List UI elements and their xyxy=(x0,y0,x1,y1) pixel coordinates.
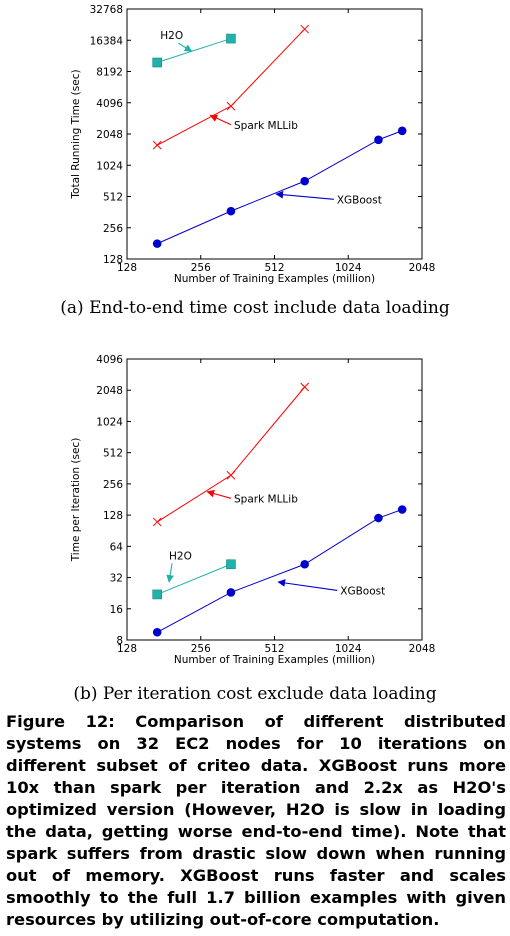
x-marker-stroke xyxy=(152,140,162,150)
x-tick-label: 1024 xyxy=(335,643,362,655)
x-marker-stroke xyxy=(300,382,310,392)
y-tick-label: 512 xyxy=(103,448,123,460)
y-tick-label: 32768 xyxy=(90,4,123,16)
data-point-h2o xyxy=(152,589,162,600)
y-tick-label: 1024 xyxy=(96,416,123,428)
y-tick-label: 2048 xyxy=(96,129,123,141)
data-point-xgboost xyxy=(152,627,162,637)
x-tick-label: 256 xyxy=(191,262,211,274)
x-axis-label: Number of Training Examples (million) xyxy=(174,273,375,285)
y-tick-label: 64 xyxy=(110,541,124,553)
data-point-h2o xyxy=(152,57,162,68)
x-tick-label: 128 xyxy=(117,262,137,274)
data-point-xgboost xyxy=(226,206,236,216)
y-axis-label: Time per Iteration (sec) xyxy=(70,438,82,563)
data-point-xgboost xyxy=(374,135,383,145)
annotation-arrow-h2o xyxy=(166,563,174,583)
y-tick-label: 8192 xyxy=(96,67,123,79)
x-tick-label: 1024 xyxy=(335,262,362,274)
data-point-xgboost xyxy=(152,239,162,248)
y-tick-label: 128 xyxy=(103,254,123,266)
y-tick-label: 4096 xyxy=(96,354,123,366)
data-point-spark-mllib xyxy=(226,101,236,111)
data-point-xgboost xyxy=(397,126,407,136)
y-tick-label: 2048 xyxy=(96,385,123,397)
series-line-h2o xyxy=(157,38,232,63)
x-marker-stroke xyxy=(226,470,236,480)
figure-caption: Figure 12: Comparison of different distr… xyxy=(6,712,506,929)
subcaption-b: (b) Per iteration cost exclude data load… xyxy=(73,684,437,704)
y-tick-label: 128 xyxy=(103,510,123,522)
annotation-label-h2o: H2O xyxy=(160,30,183,42)
y-tick-label: 256 xyxy=(103,223,123,235)
data-point-xgboost xyxy=(374,513,383,523)
y-tick-label: 512 xyxy=(103,192,123,204)
annotation-label-spark-mllib: Spark MLLib xyxy=(234,493,298,505)
y-tick-label: 4096 xyxy=(96,98,123,110)
y-tick-label: 16 xyxy=(110,604,124,616)
y-tick-label: 256 xyxy=(103,479,123,491)
y-tick-label: 16384 xyxy=(90,35,124,47)
annotation-arrow-xgboost xyxy=(277,579,338,591)
x-marker-stroke xyxy=(152,517,162,527)
annotation-label-xgboost: XGBoost xyxy=(340,585,385,597)
x-tick-label: 2048 xyxy=(409,643,436,655)
data-point-spark-mllib xyxy=(300,382,310,392)
subcaption-a: (a) End-to-end time cost include data lo… xyxy=(60,298,450,318)
data-point-spark-mllib xyxy=(152,517,162,527)
data-point-spark-mllib xyxy=(152,140,162,150)
x-axis-label: Number of Training Examples (million) xyxy=(174,654,375,666)
x-tick-label: 512 xyxy=(264,643,284,655)
annotation-label-xgboost: XGBoost xyxy=(337,194,382,206)
x-marker-stroke xyxy=(300,24,310,34)
annotation-label-spark-mllib: Spark MLLib xyxy=(234,120,298,132)
chart-end-to-end-time: 128 256 512 1024 2048 128 256 512 1024 2048 4096 81… xyxy=(70,4,436,285)
data-point-xgboost xyxy=(226,588,236,597)
annotation-arrow-h2o xyxy=(177,42,193,52)
x-tick-label: 512 xyxy=(264,262,284,274)
annotation-arrow-spark-mllib xyxy=(206,489,232,499)
data-point-xgboost xyxy=(397,505,407,514)
y-tick-label: 1024 xyxy=(96,160,123,172)
x-marker-stroke xyxy=(226,101,236,111)
series-line-xgboost xyxy=(156,509,403,633)
data-point-xgboost xyxy=(300,559,309,569)
annotation-label-h2o: H2O xyxy=(169,550,192,562)
y-tick-label: 32 xyxy=(110,573,123,585)
data-point-spark-mllib xyxy=(300,24,310,34)
series-line-xgboost xyxy=(156,130,403,245)
data-point-h2o xyxy=(226,559,236,570)
x-tick-label: 256 xyxy=(191,643,211,655)
data-point-xgboost xyxy=(300,176,309,186)
data-point-h2o xyxy=(226,33,236,44)
data-point-spark-mllib xyxy=(226,470,236,480)
x-tick-label: 128 xyxy=(117,643,137,655)
annotation-arrow-xgboost xyxy=(275,190,334,200)
plot-frame xyxy=(126,8,423,260)
annotation-arrow-spark-mllib xyxy=(209,114,232,126)
y-tick-label: 8 xyxy=(116,635,123,647)
x-tick-label: 2048 xyxy=(409,262,436,274)
y-axis-label: Total Running Time (sec) xyxy=(70,69,82,199)
series-line-h2o xyxy=(157,563,232,595)
chart-per-iteration-time: 128 256 512 1024 2048 8 16 32 64 128 256 512 1024 204… xyxy=(70,354,436,666)
